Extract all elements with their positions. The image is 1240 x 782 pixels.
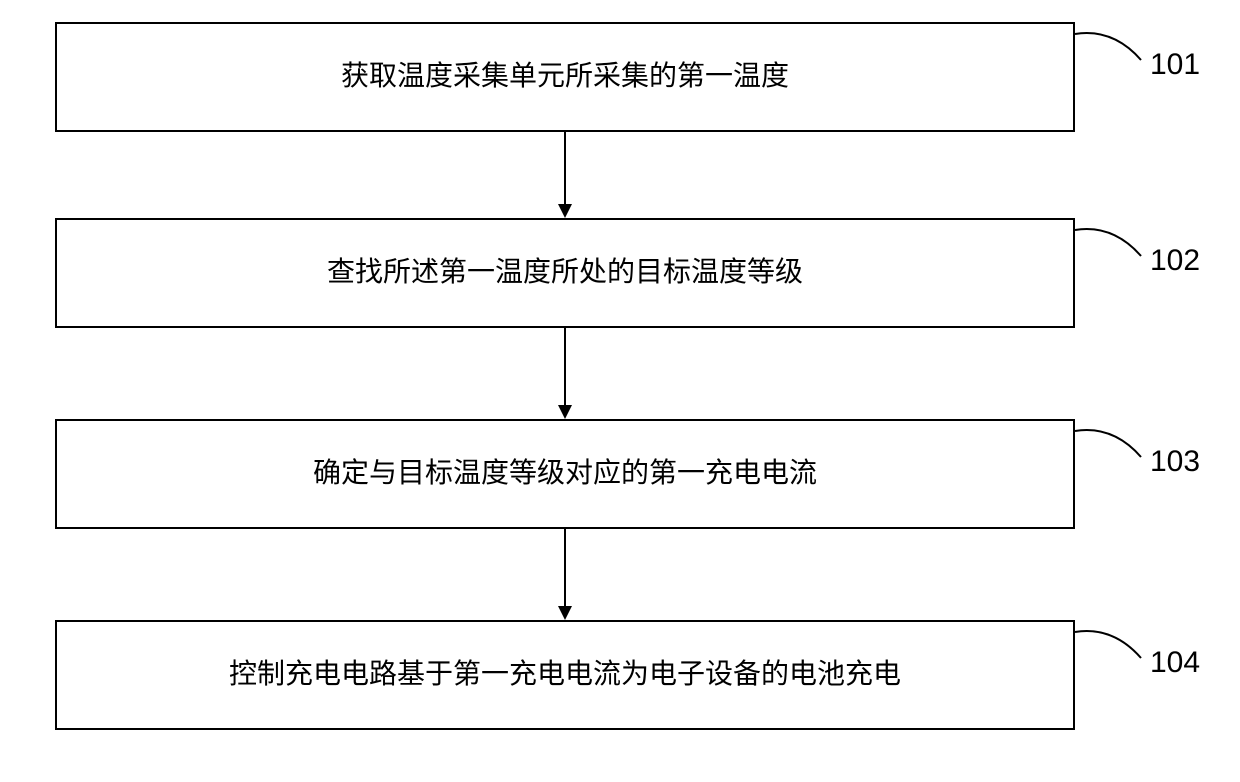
step-box-103: 确定与目标温度等级对应的第一充电电流 (55, 419, 1075, 529)
step-text-103: 确定与目标温度等级对应的第一充电电流 (313, 454, 817, 493)
step-label-101: 101 (1150, 48, 1200, 82)
label-curve-103 (1073, 425, 1148, 465)
step-box-102: 查找所述第一温度所处的目标温度等级 (55, 218, 1075, 328)
step-box-101: 获取温度采集单元所采集的第一温度 (55, 22, 1075, 132)
label-curve-102 (1073, 224, 1148, 264)
step-text-102: 查找所述第一温度所处的目标温度等级 (327, 253, 803, 292)
arrow-3 (555, 529, 575, 622)
step-text-101: 获取温度采集单元所采集的第一温度 (341, 57, 789, 96)
step-label-104: 104 (1150, 646, 1200, 680)
arrow-2 (555, 328, 575, 421)
arrow-1 (555, 132, 575, 220)
flowchart-container: 获取温度采集单元所采集的第一温度 查找所述第一温度所处的目标温度等级 确定与目标… (0, 0, 1240, 782)
step-label-103: 103 (1150, 445, 1200, 479)
step-label-102: 102 (1150, 244, 1200, 278)
step-text-104: 控制充电电路基于第一充电电流为电子设备的电池充电 (229, 655, 901, 694)
label-curve-101 (1073, 28, 1148, 68)
label-curve-104 (1073, 626, 1148, 666)
step-box-104: 控制充电电路基于第一充电电流为电子设备的电池充电 (55, 620, 1075, 730)
